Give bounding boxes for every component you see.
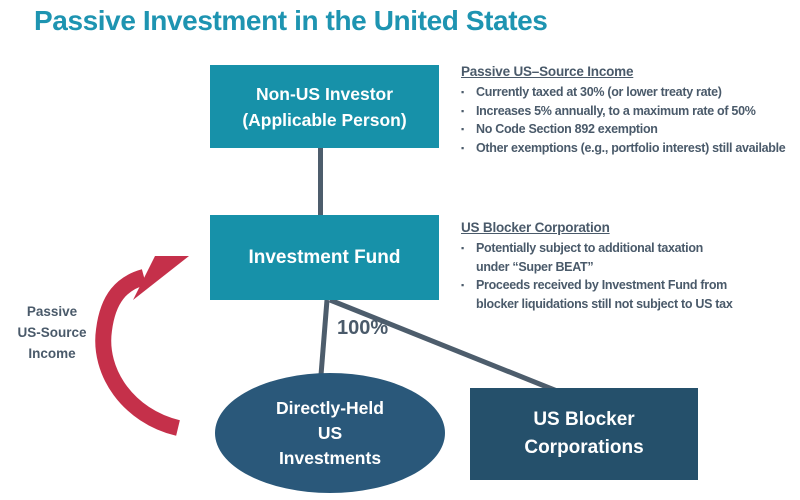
connector-fund-to-blockers (329, 297, 558, 394)
curved-arrow-head-icon (133, 256, 189, 300)
bullet-square-icon: ▪ (461, 124, 464, 134)
bullet-text: Currently taxed at 30% (or lower treaty … (476, 85, 722, 99)
bullet-text: Potentially subject to additional taxati… (476, 241, 704, 274)
arrow-caption-line2: US-Source (17, 325, 87, 340)
bullet-item: ▪ Proceeds received by Investment Fund f… (461, 276, 737, 313)
bullet-square-icon: ▪ (461, 280, 464, 290)
node-us-blocker-corporations: US Blocker Corporations (470, 388, 698, 480)
node-directly-held-line3: Investments (278, 447, 382, 468)
node-us-blocker-line2: Corporations (524, 437, 644, 458)
bullet-square-icon: ▪ (461, 243, 464, 253)
node-non-us-investor: Non-US Investor (Applicable Person) (210, 65, 439, 148)
node-directly-held-line1: Directly-Held (276, 397, 384, 418)
annotation-passive-us-source-income: Passive US–Source Income ▪ Currently tax… (461, 64, 799, 157)
bullet-text: No Code Section 892 exemption (476, 122, 658, 136)
bullet-item: ▪ Increases 5% annually, to a maximum ra… (461, 102, 799, 121)
node-directly-held-investments: Directly-Held US Investments (215, 373, 445, 493)
bullet-item: ▪ Currently taxed at 30% (or lower treat… (461, 83, 799, 102)
arrow-caption-line3: Income (28, 346, 76, 361)
node-directly-held-line2: US (317, 422, 343, 443)
annotation-heading: US Blocker Corporation (461, 220, 610, 235)
bullet-square-icon: ▪ (461, 105, 464, 116)
bullet-text: Increases 5% annually, to a maximum rate… (476, 103, 756, 118)
arrow-caption: Passive US-Source Income (0, 301, 104, 364)
bullet-item: ▪ No Code Section 892 exemption (461, 120, 799, 139)
bullet-square-icon: ▪ (461, 142, 464, 153)
node-non-us-investor-line1: Non-US Investor (255, 83, 394, 104)
bullet-text: Proceeds received by Investment Fund fro… (476, 278, 733, 311)
node-non-us-investor-line2: (Applicable Person) (242, 109, 407, 130)
page-title: Passive Investment in the United States (34, 5, 548, 36)
arrow-caption-line1: Passive (26, 304, 78, 319)
node-us-blocker-line1: US Blocker (533, 409, 635, 430)
annotation-us-blocker-corporation: US Blocker Corporation ▪ Potentially sub… (461, 220, 737, 313)
bullet-item: ▪ Potentially subject to additional taxa… (461, 239, 737, 276)
connector-fund-to-investments (318, 299, 330, 376)
node-investment-fund-label: Investment Fund (248, 246, 401, 268)
bullet-square-icon: ▪ (461, 87, 464, 97)
annotation-heading: Passive US–Source Income (461, 64, 634, 79)
bullet-item: ▪ Other exemptions (e.g., portfolio inte… (461, 139, 799, 158)
ownership-percentage-label: 100% (337, 317, 389, 339)
node-investment-fund: Investment Fund (210, 215, 439, 300)
curved-arrow-arc (95, 269, 181, 436)
bullet-text: Other exemptions (e.g., portfolio intere… (476, 140, 786, 155)
